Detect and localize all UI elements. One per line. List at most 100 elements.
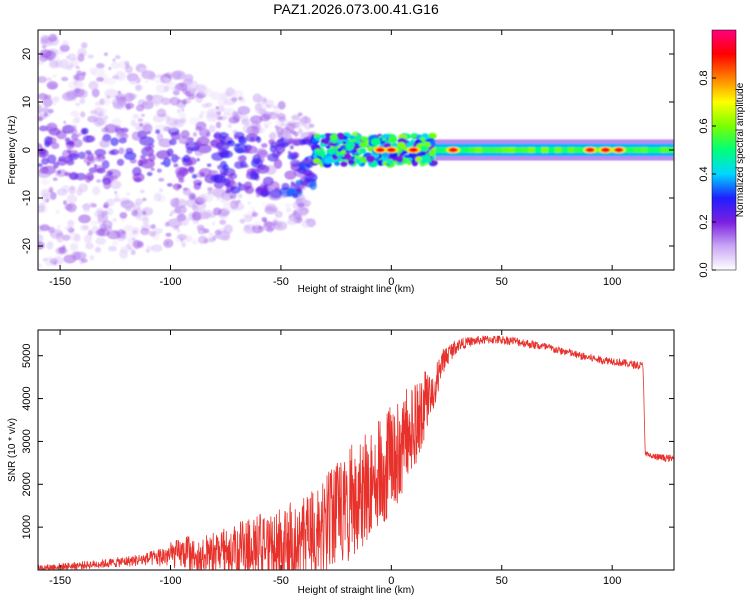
spectrogram-cell: [502, 147, 509, 153]
spectrogram-cell: [238, 194, 243, 199]
spectrogram-cell: [561, 147, 568, 153]
spectrogram-cell: [95, 101, 102, 105]
spectrogram-cell: [173, 183, 181, 189]
spectrogram-cell: [140, 190, 145, 194]
spectrogram-cell: [141, 147, 154, 157]
spectrogram-cell: [351, 156, 355, 159]
spectrogram-cell: [85, 150, 91, 154]
spectrogram-cell: [306, 204, 310, 208]
spectrogram-cell: [568, 147, 575, 153]
spectrogram-cell: [280, 122, 286, 126]
spectrogram-cell: [222, 235, 230, 241]
spectrogram-cell: [542, 147, 549, 153]
spectrogram-cell: [155, 129, 160, 134]
snr-x-label: Height of straight line (km): [298, 585, 415, 596]
spectrogram-cell: [312, 139, 317, 143]
spectrogram-cell: [224, 88, 236, 98]
colorbar-tick-label: 0.4: [698, 166, 710, 181]
spectrogram-cell: [197, 228, 206, 235]
spectrogram-cell: [395, 156, 403, 162]
spectrogram-cell: [242, 125, 250, 133]
spectrogram-cell: [256, 106, 260, 109]
spectrogram-cell: [41, 179, 50, 185]
spectrogram-cell: [376, 148, 385, 152]
spectrogram-cell: [328, 149, 336, 155]
spectrogram-cell: [641, 147, 648, 153]
spectrogram-cell: [234, 161, 244, 169]
spectrogram-cell: [475, 147, 482, 153]
spectrogram-cell: [80, 111, 85, 117]
spectrogram-cell: [188, 166, 194, 174]
spectrogram-cell: [151, 168, 155, 171]
spectrogram-cell: [535, 147, 542, 153]
spectrogram-cell: [661, 147, 668, 153]
spectrogram-cell: [268, 112, 278, 119]
spectrogram-cell: [156, 95, 166, 104]
spectrogram-cell: [77, 133, 82, 137]
spectrogram-cell: [250, 172, 259, 180]
spectrogram-cell: [268, 139, 275, 144]
spectrogram-cell: [214, 132, 222, 139]
spectrogram-cell: [264, 221, 273, 228]
spectrogram-cell: [169, 125, 177, 132]
spectrogram-cell: [154, 103, 160, 107]
spectrogram-cell: [281, 183, 289, 190]
spectrogram-cell: [192, 174, 197, 179]
spectrogram-cell: [146, 245, 150, 249]
y-tick-label: -10: [21, 190, 33, 206]
spectrogram-cell: [366, 155, 375, 162]
spectrogram-cell: [55, 210, 59, 214]
spectrogram-cell: [262, 98, 267, 103]
spectrogram-cell: [143, 230, 150, 236]
spectrogram-cell: [291, 181, 295, 185]
spectrogram-cell: [35, 56, 45, 65]
x-tick-label: 50: [496, 575, 508, 587]
y-tick-label: 1000: [21, 515, 33, 539]
spectrogram-cell: [216, 106, 219, 109]
spectrogram-cell: [108, 246, 117, 252]
spectrogram-cell: [132, 240, 143, 248]
spectrogram-cell: [266, 227, 274, 233]
spectrogram-cell: [207, 187, 213, 191]
spectrogram-cell: [191, 147, 199, 152]
spectrogram-cell: [252, 212, 258, 216]
spectrogram-cell: [289, 152, 299, 159]
spectrogram-cell: [216, 141, 230, 150]
spectrogram-cell: [76, 188, 82, 196]
spectrogram-cell: [324, 157, 333, 164]
spectrogram-cell: [275, 211, 283, 218]
spectrogram-cell: [634, 147, 641, 153]
colorbar: 0.00.20.40.60.8 Normalized spectral ampl…: [698, 30, 746, 278]
spectrogram-cell: [48, 34, 57, 42]
spectrogram-cell: [62, 40, 69, 46]
spectrogram-cell: [317, 150, 325, 156]
spectrogram-cell: [436, 147, 443, 153]
spectrogram-cell: [90, 255, 94, 260]
spectrogram-cell: [334, 162, 340, 166]
spectrogram-cell: [96, 77, 104, 82]
spectrogram-cell: [99, 140, 110, 148]
spectrogram-cell: [301, 220, 311, 228]
spectrogram-cell: [285, 203, 292, 208]
spectrogram-cell: [215, 232, 223, 239]
spectrogram-cell: [85, 242, 93, 249]
spectrogram-cell: [124, 93, 135, 102]
spectrogram-y-label: Frequency (Hz): [7, 116, 18, 185]
spectrogram-cell: [305, 125, 311, 131]
spectrogram-cell: [428, 135, 432, 138]
spectrogram-cell: [154, 228, 163, 234]
spectrogram-cell: [144, 80, 149, 83]
spectrogram-cell: [177, 99, 181, 102]
spectrogram-cell: [111, 62, 120, 69]
spectrogram-cell: [142, 198, 146, 202]
spectrogram-cell: [35, 104, 43, 113]
spectrogram-cell: [47, 77, 52, 81]
spectrogram-cell: [89, 67, 97, 75]
spectrogram-cell: [107, 171, 112, 176]
spectrogram-cell: [157, 168, 162, 172]
spectrogram-cell: [203, 239, 207, 243]
spectrogram-cell: [250, 137, 255, 142]
spectrogram-cell: [238, 106, 251, 115]
spectrogram-cell: [52, 102, 56, 105]
spectrogram-cell: [104, 124, 117, 134]
